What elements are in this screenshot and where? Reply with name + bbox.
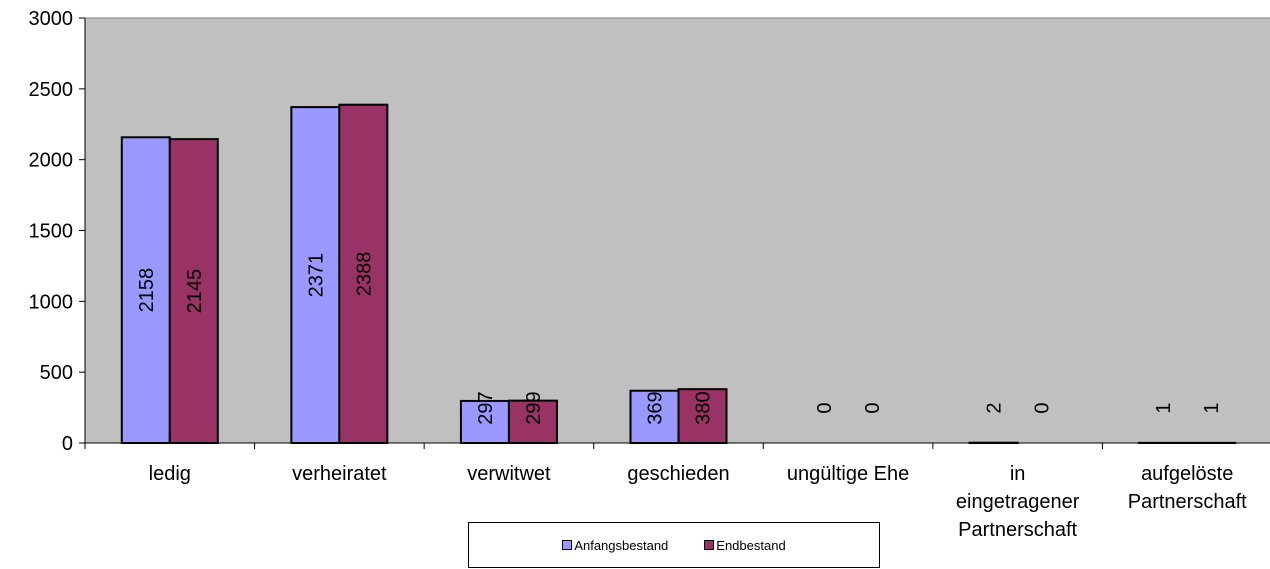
legend: Anfangsbestand Endbestand (468, 522, 880, 568)
data-labels: 2158 2371 297 369 0 2 1 2145 2388 299 380 0 0 1 (136, 252, 1223, 425)
y-tick-label: 0 (62, 433, 73, 455)
bar-endbestand (507, 399, 558, 444)
data-label: 0 (1032, 402, 1054, 413)
y-tick-label: 2000 (29, 150, 74, 172)
y-tick-label: 3000 (29, 8, 74, 30)
y-tick-label: 1500 (29, 221, 74, 243)
data-label: 297 (475, 391, 497, 424)
x-category-label: ledig (149, 463, 191, 485)
data-label: 0 (814, 402, 836, 413)
bar-endbestand (338, 103, 389, 444)
y-axis: 0 500 1000 1500 2000 2500 3000 (29, 8, 86, 455)
data-label: 2158 (136, 268, 158, 313)
data-label: 299 (523, 391, 545, 424)
data-label: 2388 (353, 252, 375, 297)
data-label: 1 (1153, 402, 1175, 413)
legend-item-anfangsbestand: Anfangsbestand (562, 538, 668, 553)
bar-endbestand (168, 138, 219, 444)
legend-label-anfangsbestand: Anfangsbestand (574, 537, 669, 553)
data-label: 2 (984, 402, 1006, 413)
legend-swatch-anfangsbestand (562, 540, 573, 550)
y-tick-label: 2500 (29, 79, 74, 101)
legend-label-endbestand: Endbestand (716, 537, 786, 553)
plot-area (84, 17, 1270, 444)
x-category-label: ungültige Ehe (787, 463, 909, 485)
x-category-label: geschieden (627, 463, 729, 485)
x-category-label: aufgelöste Partnerschaft (1128, 463, 1247, 513)
x-axis: ledig verheiratet verwitwet geschieden ungül… (84, 442, 1270, 541)
data-label: 369 (645, 391, 667, 424)
x-category-label: verheiratet (292, 463, 387, 485)
bar-anfangsbestand (120, 136, 171, 445)
data-label: 0 (862, 402, 884, 413)
y-tick-label: 1000 (29, 291, 74, 313)
legend-item-endbestand: Endbestand (704, 537, 786, 553)
data-label: 2371 (305, 253, 327, 298)
data-label: 380 (693, 391, 715, 424)
x-category-label: verwitwet (467, 463, 551, 485)
bars (120, 103, 1237, 445)
data-label: 2145 (184, 269, 206, 314)
x-category-label: in eingetragener Partnerschaft (956, 463, 1080, 541)
data-label: 1 (1201, 402, 1223, 413)
legend-swatch-endbestand (704, 540, 715, 550)
y-tick-label: 500 (40, 362, 73, 384)
